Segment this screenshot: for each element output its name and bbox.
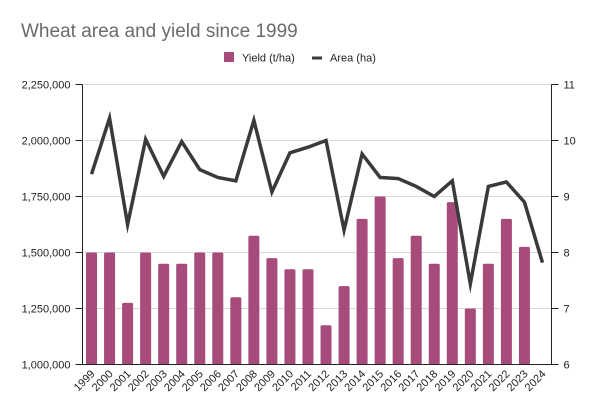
yield-bar xyxy=(464,308,476,365)
yield-bar xyxy=(356,218,368,365)
area-line xyxy=(89,110,545,294)
yield-bar xyxy=(392,258,404,365)
right-axis-tick-label: 6 xyxy=(564,360,570,372)
yield-bar xyxy=(230,297,242,365)
right-axis-tick-label: 11 xyxy=(564,80,575,92)
right-axis-tick-label: 7 xyxy=(564,304,570,316)
right-axis-tick-label: 8 xyxy=(564,248,570,260)
yield-bar xyxy=(302,269,314,365)
yield-bar xyxy=(86,252,98,365)
gridlines xyxy=(82,84,552,309)
left-axis-tick-label: 1,250,000 xyxy=(22,304,71,316)
right-axis-tick-label: 10 xyxy=(564,136,576,148)
yield-bar xyxy=(374,196,386,365)
yield-bar xyxy=(176,263,188,365)
yield-bar xyxy=(266,258,278,365)
bar-series xyxy=(86,196,530,365)
legend-label-area: Area (ha) xyxy=(330,53,376,65)
left-axis-tick-label: 2,000,000 xyxy=(22,136,71,148)
line-series xyxy=(89,110,545,294)
yield-bar xyxy=(500,218,512,365)
yield-bar xyxy=(446,202,458,365)
yield-bar xyxy=(518,246,530,365)
yield-bar xyxy=(194,252,206,365)
left-axis-tick-label: 1,750,000 xyxy=(22,192,71,204)
x-axis-tick-label: 2024 xyxy=(523,368,549,394)
left-axis-tick-label: 1,500,000 xyxy=(22,248,71,260)
yield-bar xyxy=(410,235,422,365)
yield-bar xyxy=(122,302,134,365)
yield-bar xyxy=(284,269,296,365)
yield-bar xyxy=(482,263,494,365)
yield-bar xyxy=(140,252,152,365)
yield-bar xyxy=(212,252,224,365)
yield-bar xyxy=(320,325,332,365)
legend-label-yield: Yield (t/ha) xyxy=(242,53,295,65)
legend: Yield (t/ha) Area (ha) xyxy=(224,52,376,65)
yield-bar xyxy=(428,263,440,365)
chart-title: Wheat area and yield since 1999 xyxy=(21,21,298,42)
left-axis-tick-label: 2,250,000 xyxy=(22,80,71,92)
yield-bar xyxy=(248,235,260,365)
yield-bar xyxy=(158,263,170,365)
yield-bar xyxy=(104,252,116,365)
right-axis-tick-label: 9 xyxy=(564,192,570,204)
yield-bar xyxy=(338,286,350,365)
legend-swatch-yield xyxy=(224,52,234,62)
left-axis-tick-label: 1,000,000 xyxy=(22,360,71,372)
